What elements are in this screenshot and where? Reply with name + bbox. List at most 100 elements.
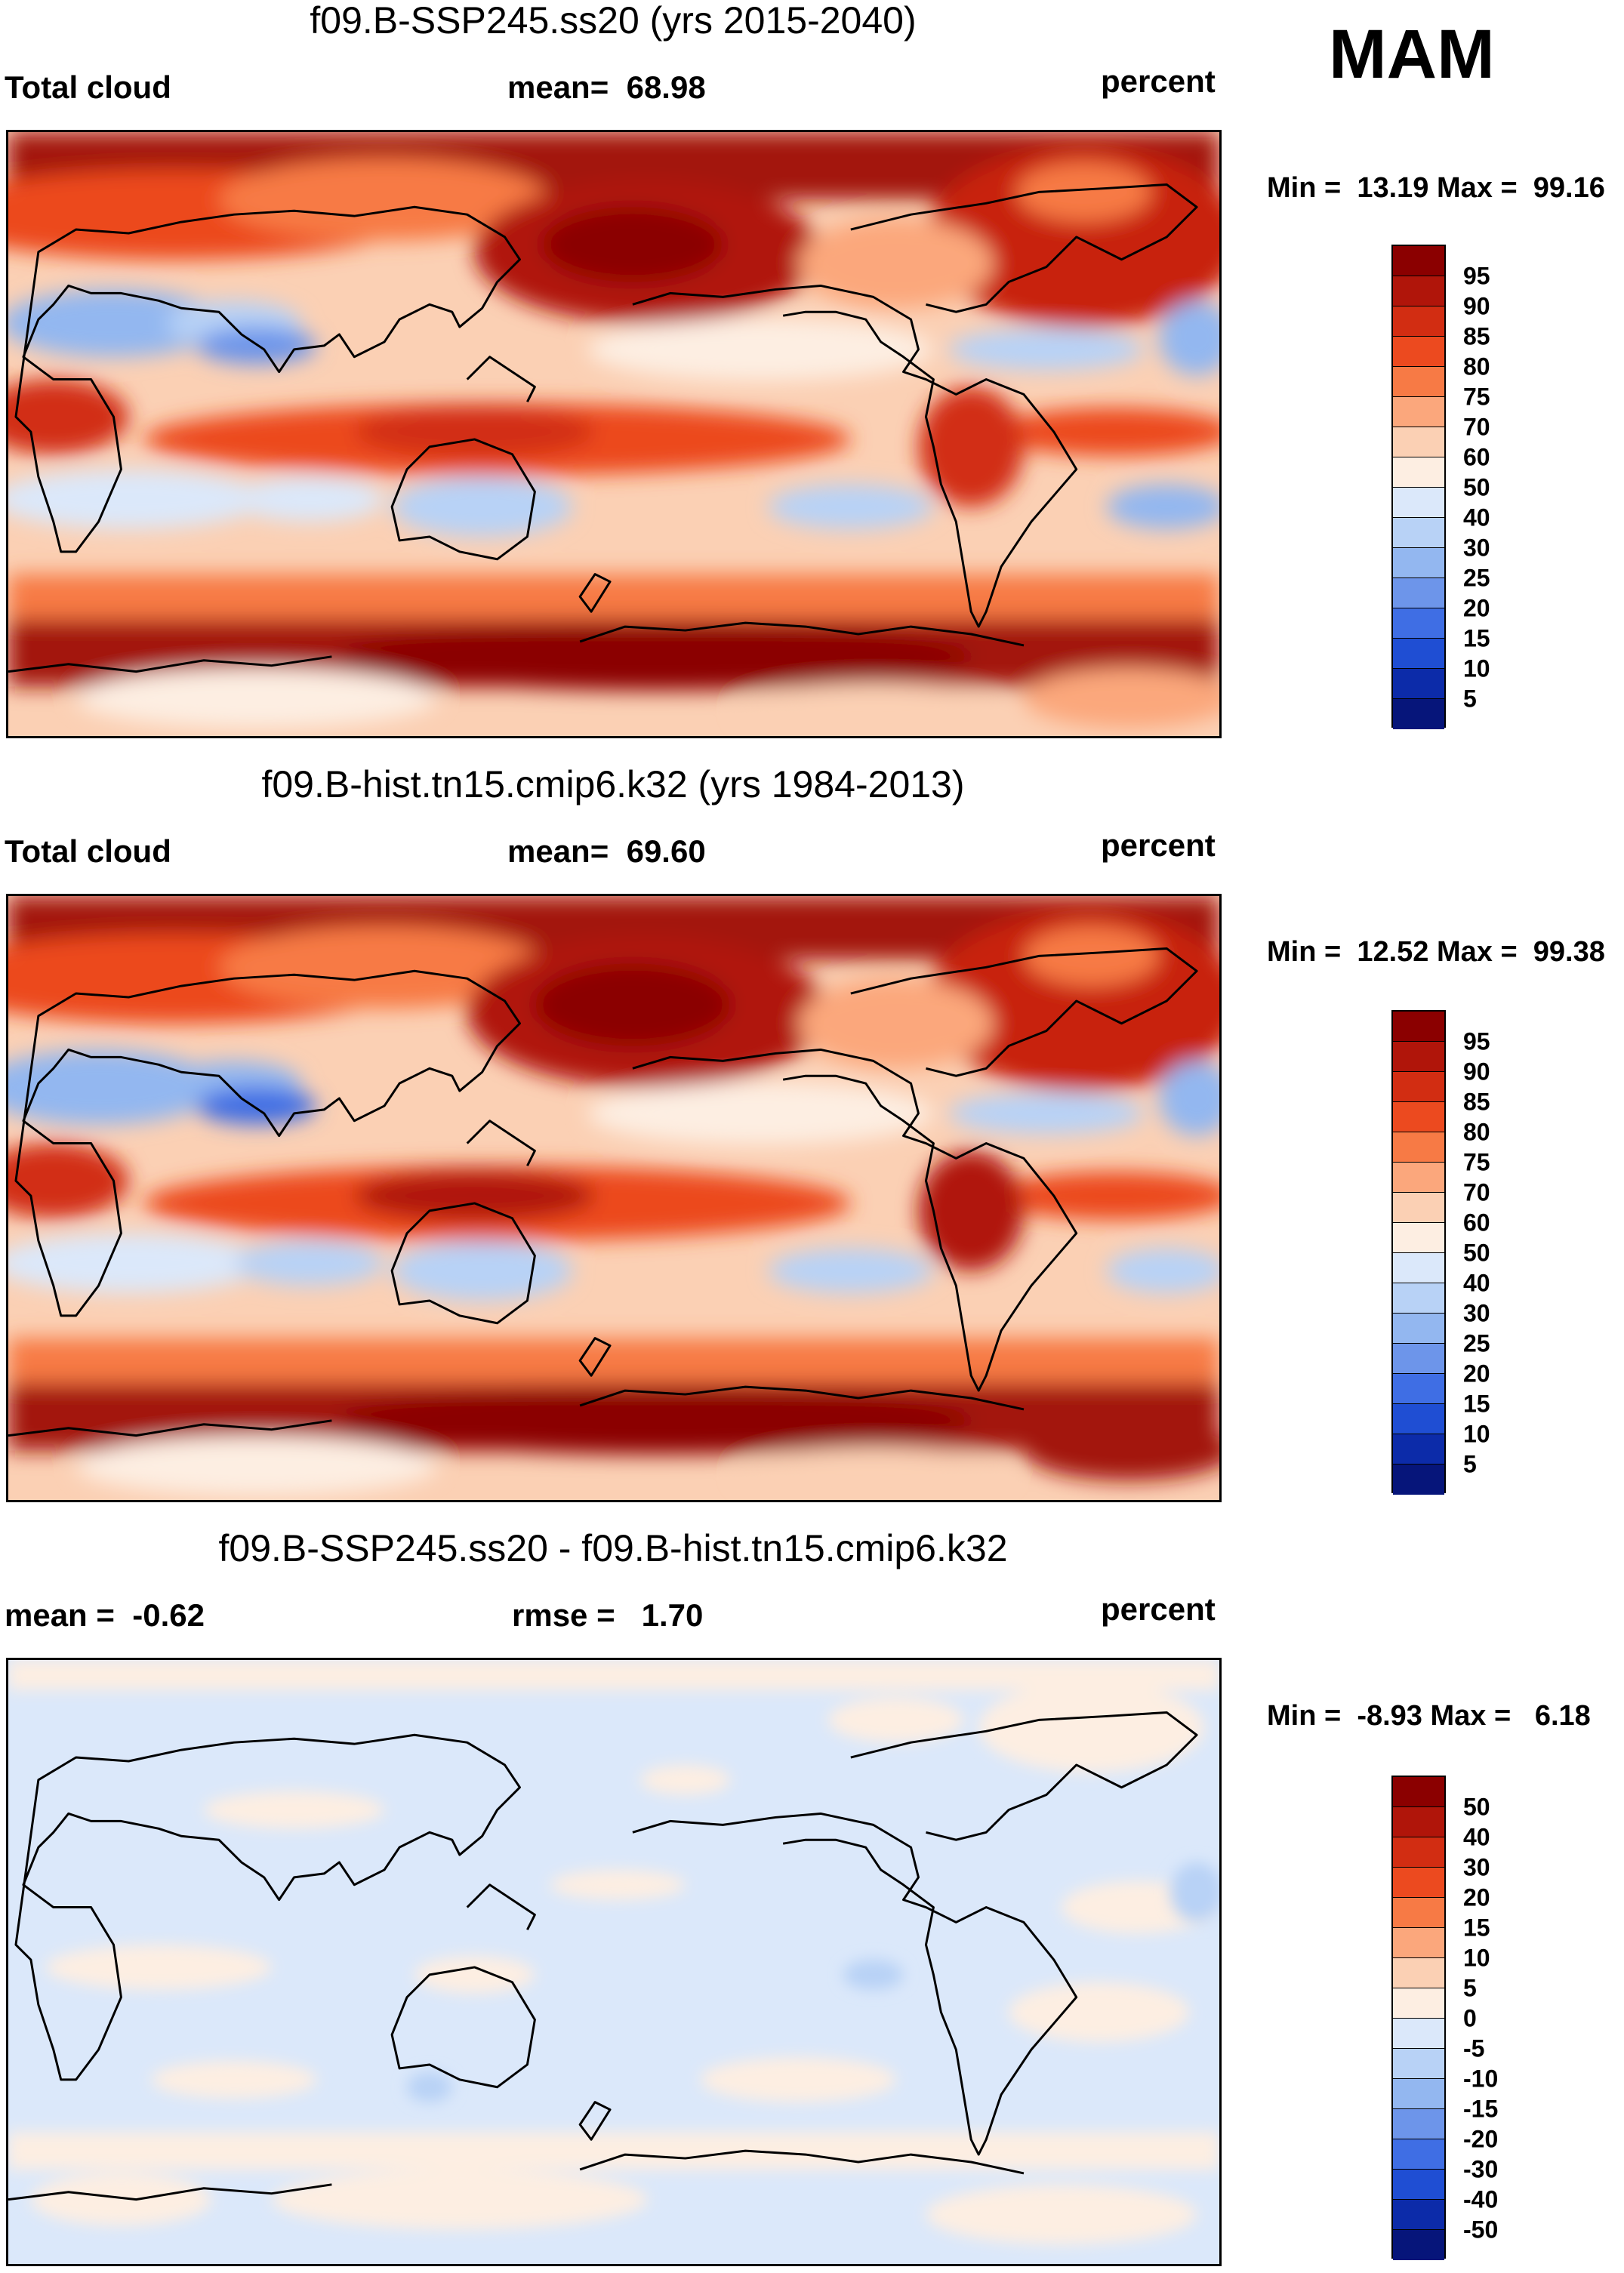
panel-3-rmse: rmse = 1.70 — [512, 1597, 704, 1633]
colorbar-label: 60 — [1463, 1209, 1490, 1237]
colorbar-label: 60 — [1463, 443, 1490, 471]
panel-2-coastlines — [8, 947, 1198, 1437]
colorbar-swatch — [1393, 1344, 1444, 1374]
colorbar-swatch — [1393, 2079, 1444, 2109]
colorbar-swatch — [1393, 1193, 1444, 1223]
colorbar-label: 50 — [1463, 1793, 1490, 1821]
colorbar-swatch — [1393, 1928, 1444, 1958]
panel-1-coastlines — [8, 183, 1198, 673]
panel-2-minmax: Min = 12.52 Max = 99.38 — [1267, 936, 1605, 968]
colorbar-swatch — [1393, 1958, 1444, 1988]
colorbar-swatch — [1393, 578, 1444, 608]
panel-2-colorbar — [1391, 1010, 1446, 1495]
colorbar-label: 70 — [1463, 1178, 1490, 1206]
colorbar-label: 10 — [1463, 1944, 1490, 1972]
colorbar-swatch — [1393, 2139, 1444, 2170]
colorbar-swatch — [1393, 548, 1444, 578]
colorbar-swatch — [1393, 367, 1444, 397]
colorbar-label: 75 — [1463, 1148, 1490, 1176]
colorbar-swatch — [1393, 1132, 1444, 1163]
colorbar-label: 30 — [1463, 1853, 1490, 1881]
panel-3-coastlines — [8, 1711, 1198, 2201]
colorbar-label: 10 — [1463, 1420, 1490, 1448]
colorbar-label: 25 — [1463, 564, 1490, 592]
colorbar-label: 85 — [1463, 322, 1490, 350]
season-label: MAM — [1329, 16, 1495, 93]
colorbar-swatch — [1393, 306, 1444, 337]
colorbar-swatch — [1393, 1223, 1444, 1253]
colorbar-swatch — [1393, 1404, 1444, 1434]
panel-1-mean: mean= 68.98 — [507, 69, 706, 105]
colorbar-swatch — [1393, 669, 1444, 699]
colorbar-swatch — [1393, 699, 1444, 729]
panel-1-colorbar — [1391, 245, 1446, 729]
colorbar-label: -10 — [1463, 2065, 1499, 2093]
panel-3-title: f09.B-SSP245.ss20 - f09.B-hist.tn15.cmip… — [218, 1527, 1008, 1569]
colorbar-label: 15 — [1463, 1914, 1490, 1942]
colorbar-swatch — [1393, 2230, 1444, 2260]
panel-2-units: percent — [1101, 827, 1216, 863]
panel-3-map-svg — [8, 1660, 1219, 2264]
colorbar-swatch — [1393, 1465, 1444, 1495]
colorbar-label: 5 — [1463, 1450, 1477, 1478]
colorbar-label: 75 — [1463, 383, 1490, 411]
panel-2-mean: mean= 69.60 — [507, 833, 706, 869]
panel-2-variable-label: Total cloud — [5, 833, 171, 869]
panel-1-units: percent — [1101, 63, 1216, 99]
colorbar-swatch — [1393, 2170, 1444, 2200]
colorbar-label: 80 — [1463, 353, 1490, 380]
colorbar-label: 20 — [1463, 594, 1490, 622]
colorbar-swatch — [1393, 337, 1444, 367]
colorbar-label: 90 — [1463, 292, 1490, 320]
colorbar-swatch — [1393, 1283, 1444, 1314]
panel-3-units: percent — [1101, 1591, 1216, 1627]
panel-3-map — [6, 1658, 1222, 2266]
colorbar-label: 0 — [1463, 2004, 1477, 2032]
colorbar-label: -50 — [1463, 2216, 1499, 2244]
panel-1-title: f09.B-SSP245.ss20 (yrs 2015-2040) — [310, 0, 917, 42]
colorbar-swatch — [1393, 608, 1444, 639]
colorbar-swatch — [1393, 2049, 1444, 2079]
colorbar-swatch — [1393, 427, 1444, 457]
colorbar-swatch — [1393, 246, 1444, 276]
colorbar-swatch — [1393, 1777, 1444, 1807]
colorbar-swatch — [1393, 1072, 1444, 1102]
colorbar-label: 40 — [1463, 1823, 1490, 1851]
colorbar-swatch — [1393, 2109, 1444, 2139]
colorbar-label: -5 — [1463, 2034, 1485, 2062]
colorbar-swatch — [1393, 2200, 1444, 2230]
panel-2-title: f09.B-hist.tn15.cmip6.k32 (yrs 1984-2013… — [261, 763, 965, 805]
colorbar-label: 90 — [1463, 1058, 1490, 1086]
colorbar-label: -15 — [1463, 2095, 1499, 2123]
colorbar-label: 50 — [1463, 473, 1490, 501]
colorbar-label: 5 — [1463, 685, 1477, 713]
colorbar-swatch — [1393, 1102, 1444, 1132]
colorbar-label: -30 — [1463, 2155, 1499, 2183]
colorbar-label: 25 — [1463, 1329, 1490, 1357]
colorbar-swatch — [1393, 1374, 1444, 1404]
colorbar-label: 20 — [1463, 1360, 1490, 1388]
colorbar-swatch — [1393, 276, 1444, 306]
panel-1-minmax: Min = 13.19 Max = 99.16 — [1267, 172, 1605, 204]
colorbar-label: 15 — [1463, 624, 1490, 652]
panel-3-minmax: Min = -8.93 Max = 6.18 — [1267, 1700, 1591, 1732]
colorbar-swatch — [1393, 1898, 1444, 1928]
colorbar-label: 70 — [1463, 413, 1490, 441]
colorbar-label: 50 — [1463, 1239, 1490, 1267]
colorbar-swatch — [1393, 1807, 1444, 1837]
colorbar-swatch — [1393, 1163, 1444, 1193]
colorbar-swatch — [1393, 1012, 1444, 1042]
panel-3-mean: mean = -0.62 — [5, 1597, 205, 1633]
colorbar-swatch — [1393, 1042, 1444, 1072]
panel-3-colorbar — [1391, 1776, 1446, 2260]
colorbar-swatch — [1393, 639, 1444, 669]
panel-2-map — [6, 894, 1222, 1502]
colorbar-label: 10 — [1463, 654, 1490, 682]
panel-1-variable-label: Total cloud — [5, 69, 171, 105]
panel-1-map-svg — [8, 132, 1219, 736]
colorbar-swatch — [1393, 397, 1444, 427]
colorbar-swatch — [1393, 1837, 1444, 1868]
colorbar-label: 30 — [1463, 1299, 1490, 1327]
colorbar-label: 95 — [1463, 1027, 1490, 1055]
colorbar-swatch — [1393, 1314, 1444, 1344]
